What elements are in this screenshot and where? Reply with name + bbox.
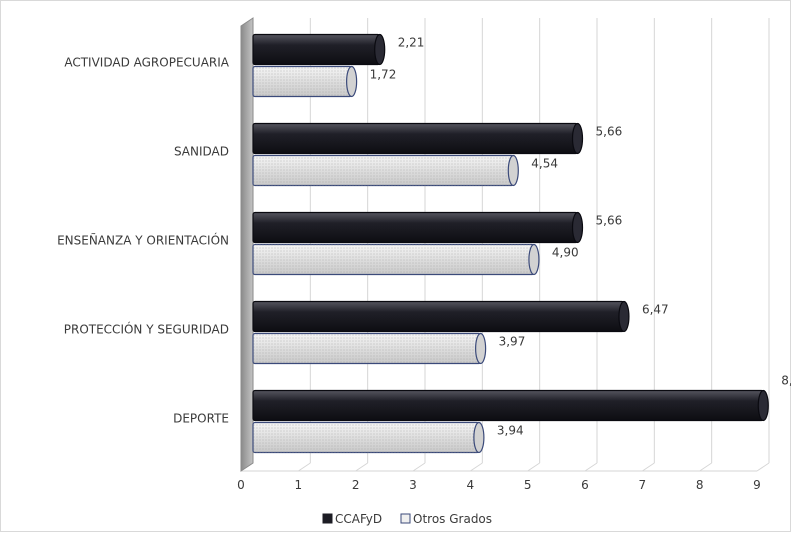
floor-line bbox=[584, 462, 598, 472]
bar-otros-grados bbox=[252, 421, 485, 454]
bar-body bbox=[252, 211, 579, 244]
data-label: 8,90 bbox=[781, 374, 791, 388]
legend-item-ccafyd: CCAFyD bbox=[322, 512, 382, 526]
data-label: 6,47 bbox=[642, 303, 669, 317]
bar-body bbox=[252, 33, 381, 66]
floor-line bbox=[412, 462, 426, 472]
category-label: SANIDAD bbox=[174, 145, 229, 159]
bar-texture bbox=[253, 66, 352, 97]
x-tick-label: 6 bbox=[581, 478, 589, 492]
bar-cap bbox=[757, 389, 769, 422]
bar-cap bbox=[473, 421, 485, 454]
x-tick-label: 9 bbox=[753, 478, 761, 492]
bar-ccafyd bbox=[252, 33, 386, 66]
legend-swatch bbox=[322, 513, 333, 524]
bar-ccafyd bbox=[252, 211, 584, 244]
data-label: 4,54 bbox=[531, 157, 558, 171]
x-tick-label: 0 bbox=[237, 478, 245, 492]
bar-ccafyd bbox=[252, 389, 769, 422]
legend-label: CCAFyD bbox=[335, 512, 382, 526]
bar-cap bbox=[528, 243, 540, 276]
floor-line bbox=[699, 462, 712, 472]
bar-body bbox=[252, 389, 764, 422]
bar-texture bbox=[253, 155, 514, 186]
legend-item-otros-grados: Otros Grados bbox=[400, 512, 492, 526]
bar-ccafyd bbox=[252, 300, 630, 333]
data-label: 3,94 bbox=[497, 424, 524, 438]
floor-line bbox=[756, 462, 770, 472]
bar-cap bbox=[571, 211, 584, 244]
floor-line bbox=[355, 462, 368, 472]
data-label: 3,97 bbox=[499, 335, 526, 349]
bar-ccafyd bbox=[252, 122, 584, 155]
legend-label: Otros Grados bbox=[413, 512, 492, 526]
data-label: 4,90 bbox=[552, 246, 579, 260]
x-tick-label: 4 bbox=[467, 478, 475, 492]
bar-body bbox=[252, 300, 625, 333]
x-tick-label: 3 bbox=[409, 478, 417, 492]
axis-wall bbox=[240, 17, 254, 472]
floor-line bbox=[470, 462, 483, 472]
bar-otros-grados bbox=[252, 154, 519, 187]
bar-otros-grados bbox=[252, 243, 540, 276]
x-tick-label: 5 bbox=[524, 478, 532, 492]
bar-cap bbox=[475, 332, 487, 365]
data-label: 5,66 bbox=[596, 214, 623, 228]
side-wall bbox=[240, 17, 254, 472]
category-label: ENSEÑANZA Y ORIENTACIÓN bbox=[57, 233, 229, 248]
bar-texture bbox=[253, 422, 479, 453]
x-tick-label: 1 bbox=[295, 478, 303, 492]
data-label: 1,72 bbox=[370, 68, 397, 82]
bar-cap bbox=[346, 65, 358, 98]
floor-line bbox=[527, 462, 540, 472]
bar-otros-grados bbox=[252, 332, 487, 365]
legend: CCAFyD Otros Grados bbox=[322, 512, 492, 526]
bar-body bbox=[252, 122, 579, 155]
labels: 0 1 2 3 4 5 6 7 8 9 ACTIVIDAD AGROPECUARIA 2,21 1,72… bbox=[57, 36, 791, 493]
bar-cap bbox=[374, 33, 386, 66]
bar-texture bbox=[253, 333, 481, 364]
x-tick-label: 2 bbox=[352, 478, 360, 492]
category-label: PROTECCIÓN Y SEGURIDAD bbox=[64, 322, 229, 337]
floor-line bbox=[298, 462, 311, 472]
bar-cap bbox=[618, 300, 630, 333]
x-tick-label: 7 bbox=[639, 478, 647, 492]
x-tick-label: 8 bbox=[696, 478, 704, 492]
floor-line bbox=[642, 462, 655, 472]
bar-otros-grados bbox=[252, 65, 358, 98]
category-label: DEPORTE bbox=[173, 412, 229, 426]
data-label: 5,66 bbox=[596, 125, 623, 139]
bars bbox=[252, 33, 769, 454]
data-label: 2,21 bbox=[398, 36, 425, 50]
legend-swatch bbox=[400, 513, 411, 524]
category-label: ACTIVIDAD AGROPECUARIA bbox=[64, 56, 229, 70]
bar-cap bbox=[507, 154, 519, 187]
bar-cap bbox=[571, 122, 584, 155]
bar-texture bbox=[253, 244, 534, 275]
